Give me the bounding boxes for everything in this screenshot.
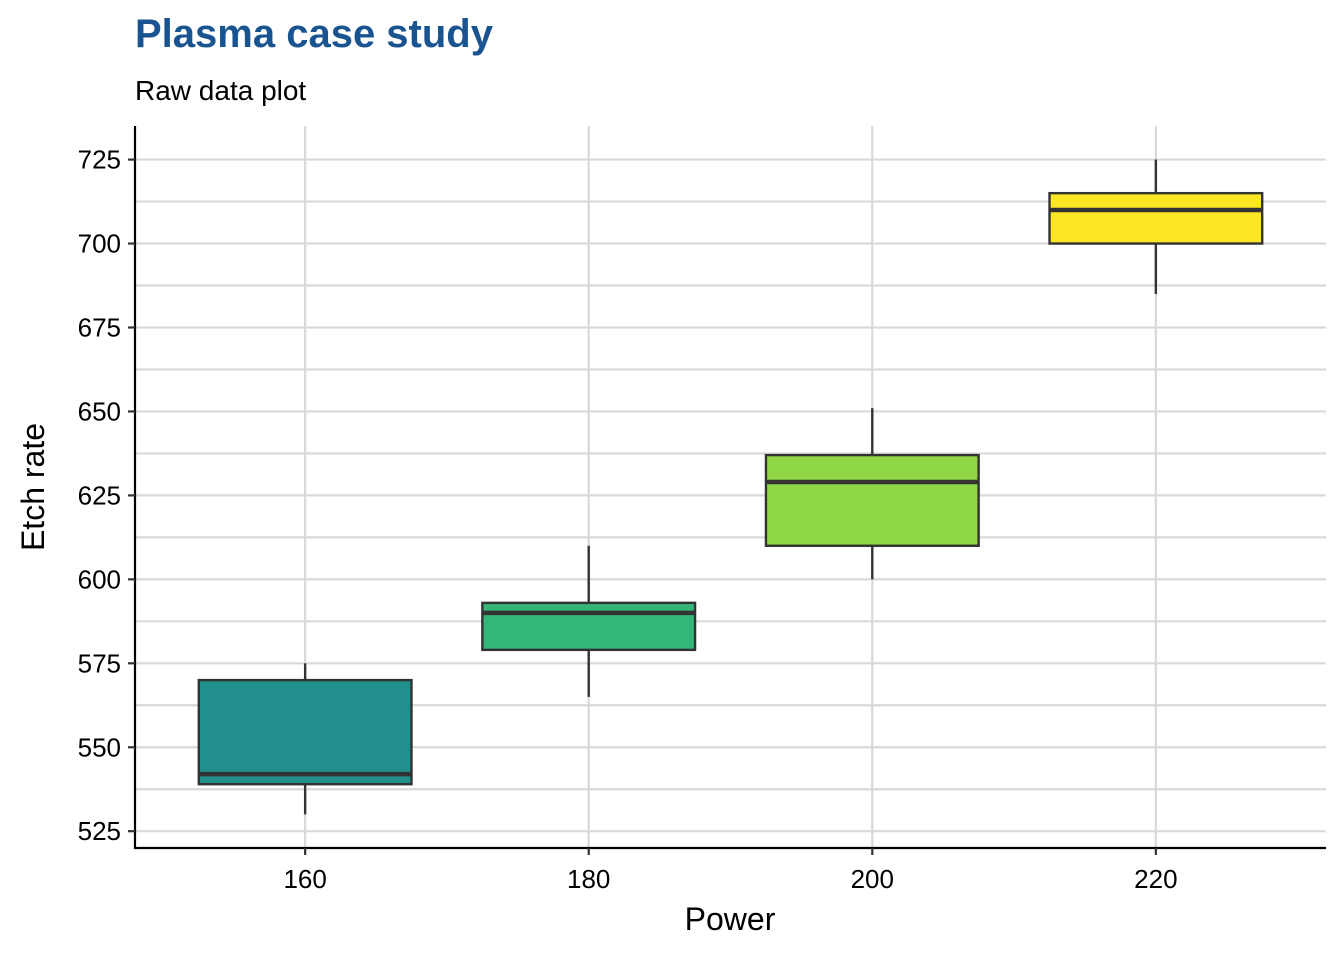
y-tick-label: 575 bbox=[78, 648, 121, 678]
boxes bbox=[197, 159, 1264, 815]
y-tick-label: 650 bbox=[78, 396, 121, 426]
x-tick-label: 220 bbox=[1134, 864, 1177, 894]
y-tick-label: 725 bbox=[78, 145, 121, 175]
y-tick-label: 600 bbox=[78, 564, 121, 594]
y-tick-label: 700 bbox=[78, 229, 121, 259]
x-tick-label: 200 bbox=[851, 864, 894, 894]
y-tick-label: 625 bbox=[78, 480, 121, 510]
y-tick-label: 675 bbox=[78, 312, 121, 342]
box-iqr bbox=[764, 453, 980, 547]
x-axis-title: Power bbox=[685, 901, 776, 937]
x-tick-label: 180 bbox=[567, 864, 610, 894]
box-iqr bbox=[481, 601, 697, 652]
y-tick-label: 525 bbox=[78, 816, 121, 846]
chart-subtitle: Raw data plot bbox=[135, 75, 307, 106]
x-tick-label: 160 bbox=[283, 864, 326, 894]
y-axis-title: Etch rate bbox=[15, 423, 51, 551]
chart-title: Plasma case study bbox=[135, 12, 493, 56]
y-tick-label: 550 bbox=[78, 732, 121, 762]
axes: 525 550 575 600 625 650 675 700 725 160 180 200 220 bbox=[78, 126, 1326, 894]
box-iqr bbox=[1048, 191, 1264, 245]
box-iqr bbox=[197, 678, 413, 786]
